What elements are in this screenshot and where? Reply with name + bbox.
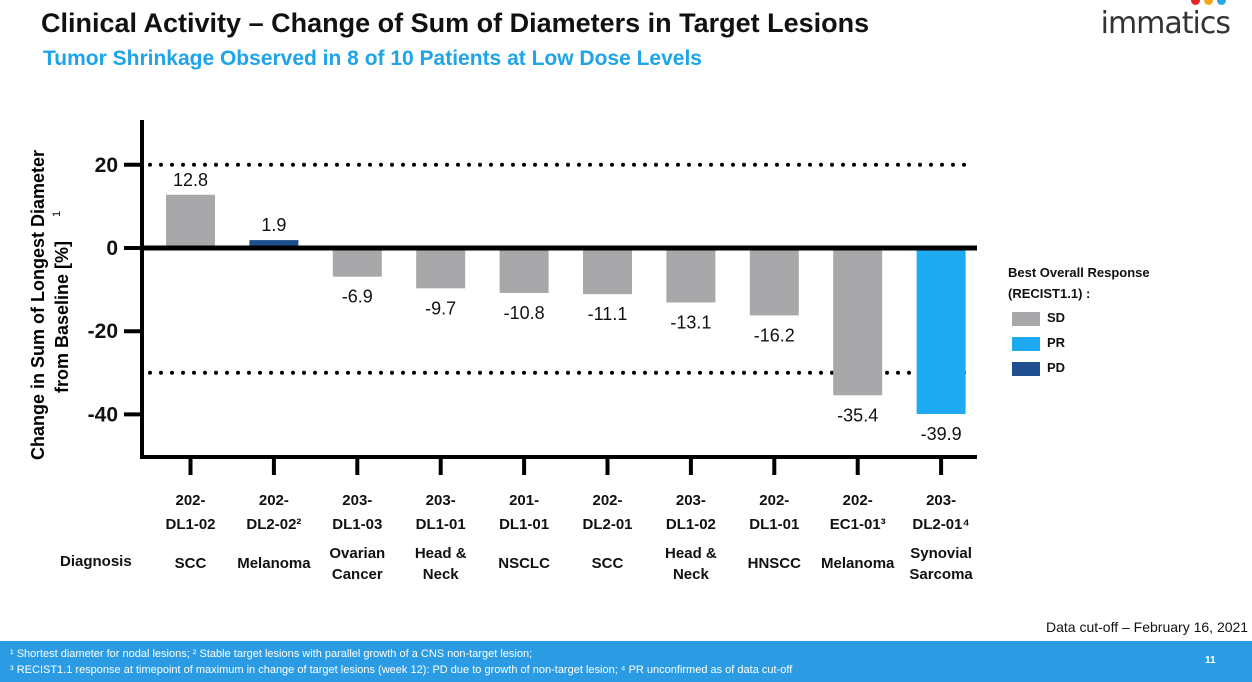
patient-id-0-line-0: 202- xyxy=(175,492,205,509)
diagnosis-3-line-1: Neck xyxy=(423,566,460,583)
legend-title-line-1: Best Overall Response xyxy=(1008,265,1150,280)
data-label-6: -13.1 xyxy=(670,312,711,332)
y-axis-title-superscript: 1 xyxy=(51,211,63,217)
diagnosis-0-line-0: SCC xyxy=(175,555,207,572)
footnote-line-1: ¹ Shortest diameter for nodal lesions; ²… xyxy=(10,648,533,660)
y-axis-title-line-2: from Baseline [%] xyxy=(52,241,72,393)
diagnosis-6-line-0: Head & xyxy=(665,545,717,562)
legend-label-pr: PR xyxy=(1047,335,1066,350)
footnote-line-2: ³ RECIST1.1 response at timepoint of max… xyxy=(10,664,793,676)
y-axis-title: Change in Sum of Longest Diameter from Ba… xyxy=(28,150,72,460)
patient-id-5-line-0: 202- xyxy=(592,492,622,509)
bar-3 xyxy=(416,248,466,289)
patient-id-7-line-0: 202- xyxy=(759,492,789,509)
data-label-0: 12.8 xyxy=(173,170,208,190)
data-label-4: -10.8 xyxy=(504,303,545,323)
company-logo: immatics xyxy=(1090,0,1231,44)
legend-swatch-pr xyxy=(1012,337,1040,351)
patient-id-8-line-0: 202- xyxy=(843,492,873,509)
legend-title-line-2: (RECIST1.1) : xyxy=(1008,286,1091,301)
bar-1 xyxy=(249,240,299,248)
diagnosis-4-line-0: NSCLC xyxy=(498,555,550,572)
patient-id-3-line-1: DL1-01 xyxy=(416,516,466,533)
data-label-1: 1.9 xyxy=(261,215,286,235)
data-cutoff-note: Data cut-off – February 16, 2021 xyxy=(1046,619,1249,635)
patient-id-5-line-1: DL2-01 xyxy=(582,516,632,533)
legend-swatch-pd xyxy=(1012,362,1040,376)
legend-label-pd: PD xyxy=(1047,360,1066,375)
diagnosis-1-line-0: Melanoma xyxy=(237,555,311,572)
bar-9 xyxy=(916,248,966,414)
slide-title: Clinical Activity – Change of Sum of Dia… xyxy=(41,8,870,38)
legend-title: Best Overall Response (RECIST1.1) : xyxy=(1008,262,1208,304)
legend: Best Overall Response (RECIST1.1) : SD P… xyxy=(1008,262,1208,376)
bar-5 xyxy=(583,248,632,295)
diagnosis-2-line-0: Ovarian xyxy=(329,545,385,562)
bar-2 xyxy=(332,248,382,277)
bar-7 xyxy=(749,248,799,316)
legend-swatch-sd xyxy=(1012,312,1040,326)
bar-4 xyxy=(499,248,549,293)
waterfall-chart: 20 0 -20 -40 Change in Sum of Longest Diamet… xyxy=(28,120,977,583)
patient-id-6-line-0: 203- xyxy=(676,492,706,509)
diagnosis-9-line-1: Sarcoma xyxy=(909,566,973,583)
y-tick-label-3: -40 xyxy=(88,403,118,426)
patient-id-3-line-0: 203- xyxy=(426,492,456,509)
data-label-3: -9.7 xyxy=(425,298,456,318)
bar-6 xyxy=(666,248,716,303)
logo-wordmark: immatics xyxy=(1100,6,1231,41)
diagnosis-2-line-1: Cancer xyxy=(332,566,383,583)
patient-id-9-line-1: DL2-01⁴ xyxy=(912,516,969,533)
bar-0 xyxy=(166,194,215,248)
logo-dot-orange xyxy=(1204,0,1213,5)
patient-id-6-line-1: DL1-02 xyxy=(666,516,716,533)
patient-id-4-line-1: DL1-01 xyxy=(499,516,549,533)
diagnosis-8-line-0: Melanoma xyxy=(821,555,895,572)
diagnosis-row-header: Diagnosis xyxy=(60,553,132,570)
patient-id-0-line-1: DL1-02 xyxy=(165,516,215,533)
page-number: 11 xyxy=(1205,655,1216,666)
diagnosis-3-line-0: Head & xyxy=(415,545,467,562)
data-label-5: -11.1 xyxy=(588,304,628,324)
diagnosis-9-line-0: Synovial xyxy=(910,545,972,562)
bar-8 xyxy=(833,248,883,396)
data-label-7: -16.2 xyxy=(754,325,795,345)
y-tick-label-2: -20 xyxy=(88,320,118,343)
patient-id-8-line-1: EC1-01³ xyxy=(830,516,886,533)
slide-subtitle: Tumor Shrinkage Observed in 8 of 10 Pati… xyxy=(43,47,702,70)
patient-id-9-line-0: 203- xyxy=(926,492,956,509)
diagnosis-6-line-1: Neck xyxy=(673,566,710,583)
data-label-2: -6.9 xyxy=(342,287,373,307)
diagnosis-7-line-0: HNSCC xyxy=(748,555,802,572)
patient-id-2-line-1: DL1-03 xyxy=(332,516,382,533)
logo-dot-red xyxy=(1191,0,1200,5)
y-tick-label-0: 20 xyxy=(95,154,118,177)
diagnosis-5-line-0: SCC xyxy=(592,555,624,572)
y-tick-label-1: 0 xyxy=(106,237,118,260)
patient-id-4-line-0: 201- xyxy=(509,492,539,509)
logo-dot-blue xyxy=(1217,0,1226,5)
patient-id-7-line-1: DL1-01 xyxy=(749,516,799,533)
patient-id-1-line-1: DL2-02² xyxy=(246,516,301,533)
legend-label-sd: SD xyxy=(1047,310,1066,325)
patient-id-2-line-0: 203- xyxy=(342,492,372,509)
data-label-8: -35.4 xyxy=(837,405,878,425)
footnote-bar: ¹ Shortest diameter for nodal lesions; ²… xyxy=(0,641,1252,682)
patient-id-1-line-0: 202- xyxy=(259,492,289,509)
y-axis-title-line-1: Change in Sum of Longest Diameter xyxy=(28,150,48,460)
data-label-9: -39.9 xyxy=(921,424,962,444)
